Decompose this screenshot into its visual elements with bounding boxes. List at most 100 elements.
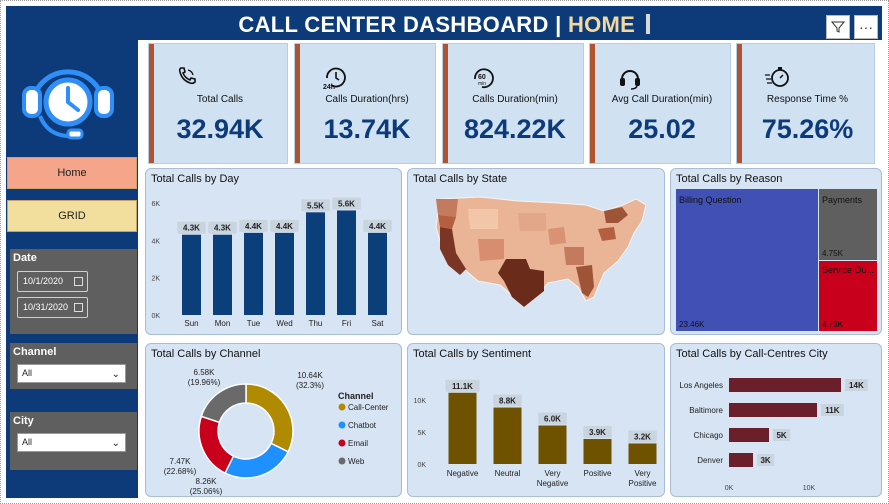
sentiment-data-label-bg (583, 425, 612, 438)
channel-slice (224, 442, 290, 479)
text-cursor (645, 14, 650, 34)
card-calls-by-day[interactable]: Total Calls by Day 0K 2K 4K 6K 4.3K Sun 4.3K Mo… (145, 168, 402, 335)
day-bar-chart: 0K 2K 4K 6K 4.3K Sun 4.3K Mon 4.4K Tue 4.4K Wed 5.5K… (151, 197, 392, 328)
treemap-value: 4.73K (822, 320, 843, 329)
more-icon: ··· (859, 19, 873, 35)
city-data-label: 11K (825, 406, 839, 415)
day-bar (337, 210, 356, 315)
card-calls-by-channel[interactable]: Total Calls by Channel 10.64K (32.3%) 8.26… (145, 343, 402, 497)
city-dropdown[interactable]: All ⌄ (17, 433, 126, 452)
kpi-value: 32.94K (176, 114, 264, 144)
state-florida[interactable] (576, 265, 594, 297)
treemap-value: 4.75K (822, 249, 843, 258)
headset-icon (618, 66, 642, 95)
state-illinois[interactable] (548, 227, 566, 245)
clock-60min-icon: 60 min (471, 66, 497, 95)
kpi-label: Calls Duration(hrs) (325, 94, 409, 105)
card-calls-by-sentiment[interactable]: Total Calls by Sentiment 0K 5K 10K 11.1K Neg… (407, 343, 665, 497)
state-dakotas[interactable] (518, 213, 546, 231)
x-tick-label: 10K (803, 485, 816, 492)
card-title: Total Calls by Call-Centres City (676, 348, 828, 360)
day-data-label-bg (239, 219, 268, 232)
x-tick-label: Wed (276, 319, 292, 328)
state-virginia[interactable] (598, 227, 616, 241)
sentiment-data-label-bg (538, 412, 567, 425)
end-date-value: 10/31/2020 (23, 302, 69, 312)
y-tick-label: 5K (417, 430, 426, 437)
treemap-service-outage[interactable]: Service Ou... 4.73K (819, 261, 877, 331)
city-selected: All (22, 437, 33, 447)
start-date-value: 10/1/2020 (23, 276, 64, 286)
sentiment-data-label: 8.8K (499, 397, 516, 406)
calendar-icon[interactable] (74, 303, 83, 312)
y-tick-label: Los Angeles (679, 381, 723, 390)
home-button[interactable]: Home (7, 157, 137, 189)
grid-button[interactable]: GRID (7, 200, 137, 232)
y-tick-label: 6K (151, 201, 160, 208)
x-tick-label: Positive (583, 469, 612, 478)
grid-label: GRID (58, 210, 86, 222)
channel-donut-chart: 10.64K(32.3%) 8.26K(25.06%) 7.47K(22.68%) 6… (164, 368, 389, 496)
phone-icon (177, 66, 197, 91)
state-georgia-alabama[interactable] (564, 247, 584, 265)
kpi-avg-call-duration: Avg Call Duration(min) 25.02 (589, 43, 731, 164)
start-date-field[interactable]: 10/1/2020 (17, 271, 88, 292)
channel-selected: All (22, 368, 33, 378)
more-options-button[interactable]: ··· (854, 15, 878, 39)
y-tick-label: 10K (414, 398, 427, 405)
kpi-total-calls: Total Calls 32.94K (148, 43, 288, 164)
treemap-billing-question[interactable]: Billing Question 23.46K (676, 189, 818, 331)
channel-slice (245, 383, 294, 453)
card-title: Total Calls by Day (151, 173, 240, 185)
card-calls-by-reason[interactable]: Total Calls by Reason Billing Question 2… (670, 168, 882, 335)
clock-24h-icon: 24h (323, 66, 349, 95)
state-texas[interactable] (498, 259, 544, 307)
day-bar (213, 234, 232, 315)
legend-label: Email (348, 439, 368, 448)
y-tick-label: 0K (417, 462, 426, 469)
x-tick-label: Very (544, 469, 560, 478)
day-bar (275, 232, 294, 315)
city-bar (729, 453, 753, 467)
state-california[interactable] (440, 227, 466, 275)
state-arizona-nm[interactable] (478, 239, 504, 261)
kpi-label: Calls Duration(min) (472, 94, 558, 105)
day-data-label-bg (177, 221, 206, 234)
title-main: CALL CENTER DASHBOARD | (238, 12, 562, 37)
legend-marker (338, 403, 346, 411)
calendar-icon[interactable] (74, 277, 83, 286)
us-state-map (435, 196, 647, 308)
city-data-label: 3K (760, 456, 770, 465)
day-bar (182, 234, 201, 315)
channel-data-pct: (22.68%) (164, 467, 197, 476)
kpi-accent-bar (295, 44, 300, 163)
y-tick-label: 4K (151, 238, 160, 245)
day-data-label-bg (208, 221, 237, 234)
city-slicer: City All ⌄ (10, 412, 137, 470)
y-tick-label: Denver (697, 456, 723, 465)
treemap-payments[interactable]: Payments 4.75K (819, 189, 877, 260)
stopwatch-icon (765, 66, 791, 93)
filter-icon[interactable] (826, 15, 850, 39)
x-tick-label: Negative (447, 469, 479, 478)
state-washington[interactable] (436, 199, 458, 217)
channel-dropdown[interactable]: All ⌄ (17, 364, 126, 383)
card-calls-by-city[interactable]: Total Calls by Call-Centres City Los Ang… (670, 343, 882, 497)
state-oregon[interactable] (438, 215, 456, 229)
state-idaho-montana[interactable] (468, 209, 498, 229)
x-tick-label: Fri (342, 319, 352, 328)
treemap-label: Payments (822, 195, 863, 205)
day-bar (368, 232, 387, 315)
city-data-label: 5K (776, 431, 786, 440)
sentiment-data-label-bg (493, 394, 522, 407)
channel-data-label: 6.58K (194, 368, 216, 377)
card-calls-by-state[interactable]: Total Calls by State (407, 168, 665, 335)
day-data-label-bg (270, 219, 299, 232)
day-data-label: 4.4K (369, 222, 386, 231)
kpi-value: 75.26% (761, 114, 854, 144)
state-new-york[interactable] (604, 207, 628, 223)
card-title: Total Calls by State (413, 173, 508, 185)
sentiment-data-label: 6.0K (544, 415, 561, 424)
end-date-field[interactable]: 10/31/2020 (17, 297, 88, 318)
city-bar-chart: Los Angeles 14K Baltimore 11K Chicago 5K Denve… (679, 378, 868, 492)
